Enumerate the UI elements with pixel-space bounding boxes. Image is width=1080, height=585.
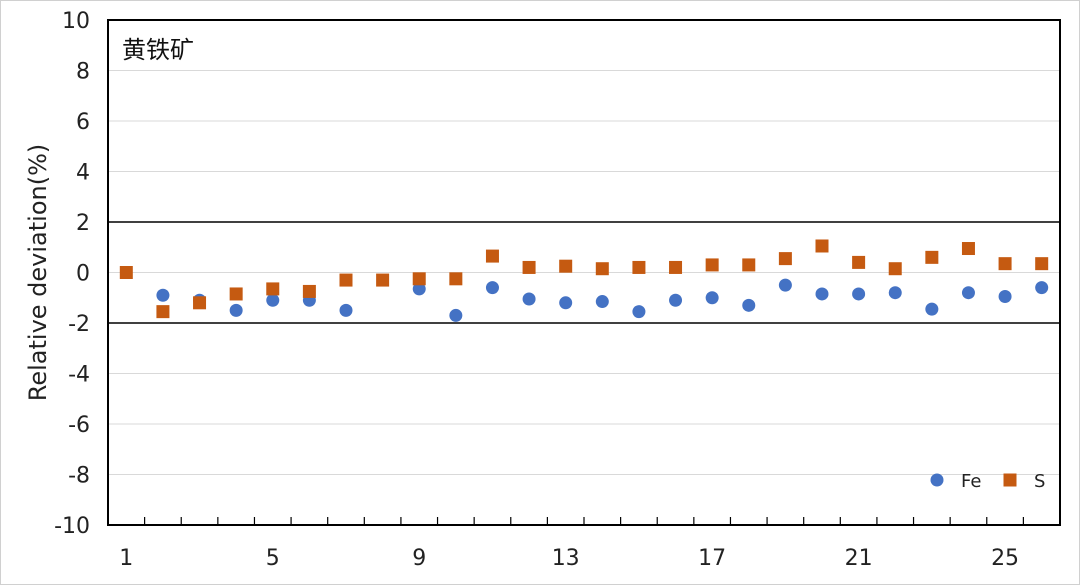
- y-axis-ticks: 10 8 6 4 2 0 -2 -4 -6 -8 -10: [54, 9, 90, 539]
- fe-point: [705, 291, 719, 305]
- fe-point: [449, 308, 463, 322]
- reference-lines: [108, 221, 1060, 324]
- y-tick-label: -2: [68, 312, 90, 337]
- s-point: [266, 282, 280, 296]
- s-point: [559, 259, 573, 273]
- fe-point: [669, 293, 683, 307]
- fe-point: [595, 295, 609, 309]
- fe-point: [888, 286, 902, 300]
- y-tick-label: 4: [76, 161, 90, 186]
- fe-point: [815, 287, 829, 301]
- s-point: [229, 287, 243, 301]
- fe-point: [229, 303, 243, 317]
- s-point: [193, 296, 207, 310]
- s-point: [485, 249, 499, 263]
- s-point: [119, 266, 133, 279]
- y-tick-label: 0: [76, 262, 90, 287]
- fe-point: [925, 302, 939, 316]
- fe-point: [412, 282, 426, 296]
- fe-point: [559, 296, 573, 310]
- s-point: [522, 260, 536, 274]
- fe-point: [632, 305, 646, 319]
- fe-point: [266, 293, 280, 307]
- s-point: [632, 260, 646, 274]
- legend-label: S: [1034, 471, 1045, 492]
- data-points: [119, 239, 1049, 322]
- s-point: [998, 257, 1012, 271]
- s-point: [376, 273, 390, 287]
- fe-point: [961, 286, 975, 300]
- s-point: [339, 273, 353, 287]
- y-tick-label: 8: [76, 60, 90, 85]
- fe-point: [742, 298, 756, 312]
- fe-point: [998, 289, 1012, 303]
- y-tick-label: 10: [62, 9, 90, 34]
- legend: Fe S: [930, 471, 1045, 492]
- s-point: [815, 239, 829, 253]
- grid-lines: [108, 70, 1060, 475]
- fe-point: [522, 292, 536, 306]
- chart-annotation: 黄铁矿: [122, 36, 194, 64]
- fe-point: [156, 288, 170, 302]
- fe-point: [852, 287, 866, 301]
- y-tick-label: -8: [68, 464, 90, 489]
- x-tick-label: 13: [552, 546, 580, 571]
- y-tick-label: 2: [76, 211, 90, 236]
- fe-point: [778, 278, 792, 292]
- s-point: [888, 262, 902, 276]
- y-tick-label: -6: [68, 413, 90, 438]
- y-axis-label: Relative deviation(%): [24, 144, 52, 402]
- s-point: [925, 250, 939, 264]
- x-tick-label: 17: [698, 546, 726, 571]
- s-point: [412, 272, 426, 286]
- x-tick-label: 5: [266, 546, 280, 571]
- s-point: [302, 284, 316, 298]
- s-point: [669, 260, 683, 274]
- x-tick-label: 1: [119, 546, 133, 571]
- x-tick-label: 9: [412, 546, 426, 571]
- y-tick-label: 6: [76, 110, 90, 135]
- x-tick-label: 21: [845, 546, 873, 571]
- s-point: [852, 255, 866, 269]
- legend-label: Fe: [961, 471, 981, 492]
- legend-marker-s: [1003, 473, 1017, 487]
- s-point: [449, 272, 463, 286]
- s-point: [595, 262, 609, 276]
- legend-marker-fe: [930, 473, 944, 487]
- fe-point: [339, 303, 353, 317]
- fe-point: [1035, 281, 1049, 295]
- s-point: [961, 242, 975, 256]
- s-point: [705, 258, 719, 272]
- fe-point: [485, 281, 499, 295]
- s-point: [156, 305, 170, 319]
- x-axis-ticks: 1 5 9 13 17 21 25: [107, 517, 1061, 571]
- s-point: [1035, 257, 1049, 271]
- y-tick-label: -10: [54, 514, 90, 539]
- x-tick-label: 25: [991, 546, 1019, 571]
- y-tick-label: -4: [68, 363, 90, 388]
- s-point: [778, 252, 792, 266]
- s-point: [742, 258, 756, 272]
